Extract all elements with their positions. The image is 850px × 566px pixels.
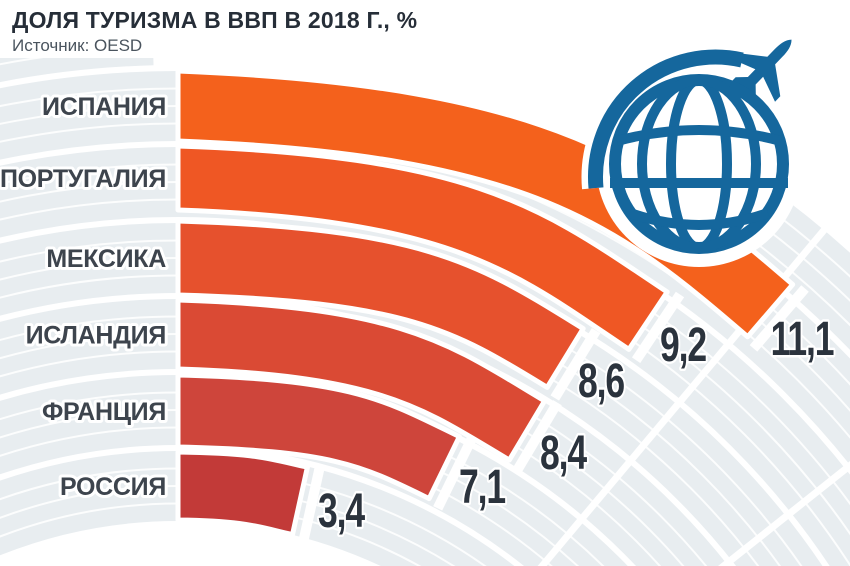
header: ДОЛЯ ТУРИЗМА В ВВП В 2018 Г., % Источник… [12, 7, 417, 56]
bar-2 [175, 143, 670, 352]
bar-end-gap [512, 400, 562, 474]
bars [175, 68, 809, 544]
bar-3 [175, 218, 586, 390]
category-label: ИСПАНИЯ [42, 93, 166, 121]
labels: ИСПАНИЯ ПОРТУГАЛИЯ МЕКСИКА ИСЛАНДИЯ ФРАНЦИЯ Р… [0, 90, 837, 539]
airplane-icon [729, 39, 792, 102]
value-label: 9,2 [660, 318, 706, 371]
bar-end-gap [749, 285, 809, 352]
page-title: ДОЛЯ ТУРИЗМА В ВВП В 2018 Г., % [12, 7, 418, 33]
category-label: РОССИЯ [60, 473, 166, 501]
globe-meridian [637, 75, 761, 253]
bar-end-gap [631, 291, 685, 363]
value-label: 3,4 [318, 484, 366, 537]
category-label: ИСЛАНДИЯ [26, 322, 166, 350]
spoke-line [717, 460, 850, 566]
category-label: ПОРТУГАЛИЯ [0, 165, 166, 193]
bar-5 [175, 372, 462, 502]
value-label: 11,1 [771, 312, 834, 365]
orbit-arc [588, 49, 744, 189]
value-label: 8,4 [540, 426, 588, 479]
value-label: 7,1 [459, 460, 506, 513]
source-label: Источник: OESD [12, 36, 143, 55]
bar-end-gap [298, 463, 326, 544]
bar-end-gap [433, 435, 477, 511]
globe-airplane-icon [581, 34, 802, 267]
bar-4 [175, 297, 548, 463]
globe-parallel [615, 125, 783, 146]
bar-end-gap [550, 328, 601, 401]
value-label: 8,6 [578, 354, 624, 407]
category-label: МЕКСИКА [46, 245, 166, 273]
bar-6 [175, 449, 310, 538]
category-label: ФРАНЦИЯ [42, 398, 166, 426]
globe-parallel [628, 208, 770, 230]
bar-1 [175, 68, 796, 340]
